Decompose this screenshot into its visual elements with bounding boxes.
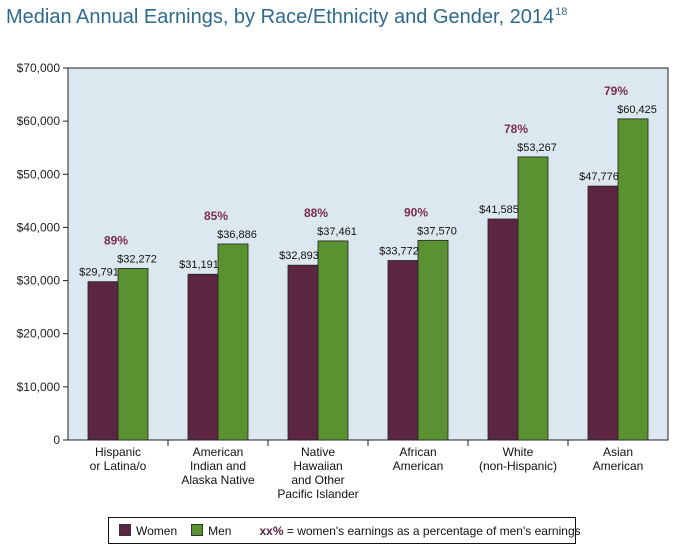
y-tick-label: $40,000 (17, 220, 61, 234)
legend-men-swatch (191, 523, 204, 536)
x-tick-label: American (393, 459, 444, 473)
bar-women (87, 281, 119, 441)
y-tick-label: $30,000 (17, 274, 61, 288)
x-tick-label: White (503, 445, 534, 459)
data-label-women: $32,893 (279, 250, 319, 262)
bar-men (217, 243, 249, 441)
title-footnote: 18 (555, 6, 568, 18)
bar-men (517, 156, 549, 441)
bar-women (387, 260, 419, 441)
chart-title: Median Annual Earnings, by Race/Ethnicit… (6, 6, 568, 28)
bar-women (587, 185, 619, 441)
legend-women: Women (119, 523, 177, 538)
x-tick-label: Alaska Native (181, 473, 255, 487)
data-label-women: $31,191 (179, 259, 219, 271)
bar-men (117, 268, 149, 441)
x-tick-label: and Other (291, 473, 344, 487)
pct-label: 78% (504, 122, 528, 136)
y-tick-label: $20,000 (17, 327, 61, 341)
data-label-men: $60,425 (617, 104, 657, 116)
y-tick-label: $10,000 (17, 380, 61, 394)
x-tick-label: Hawaiian (293, 459, 342, 473)
data-label-women: $47,776 (579, 171, 619, 183)
data-label-men: $37,461 (317, 226, 357, 238)
legend-women-swatch (119, 523, 131, 536)
x-tick-label: or Latina/o (90, 459, 147, 473)
pct-label: 90% (404, 205, 428, 219)
data-label-women: $29,791 (79, 267, 119, 279)
x-tick-label: American (193, 445, 244, 459)
plot-area (67, 67, 669, 441)
data-label-women: $41,585 (479, 204, 519, 216)
bar-men (417, 239, 449, 441)
x-tick-label: Asian (603, 445, 633, 459)
pct-label: 88% (304, 206, 328, 220)
y-tick-label: $70,000 (17, 61, 61, 75)
y-tick-label: 0 (53, 433, 60, 447)
data-label-men: $36,886 (217, 229, 257, 241)
bar-women (187, 273, 219, 441)
data-label-men: $32,272 (117, 253, 157, 265)
y-tick-label: $60,000 (17, 114, 61, 128)
y-tick-label: $50,000 (17, 167, 61, 181)
legend-men: Men (191, 523, 231, 538)
x-tick-label: African (399, 445, 436, 459)
pct-label: 89% (104, 233, 128, 247)
data-label-men: $53,267 (517, 142, 557, 154)
data-label-men: $37,570 (417, 225, 457, 237)
pct-label: 79% (604, 84, 628, 98)
bar-women (487, 218, 519, 441)
x-tick-label: Indian and (190, 459, 246, 473)
x-tick-label: Pacific Islander (277, 487, 358, 501)
data-label-women: $33,772 (379, 246, 419, 258)
legend-note: xx% = women's earnings as a percentage o… (259, 523, 581, 538)
x-tick-label: Native (301, 445, 335, 459)
legend: Women Men xx% = women's earnings as a pe… (108, 517, 581, 544)
bar-women (287, 264, 319, 441)
bar-men (617, 118, 649, 441)
bar-men (317, 240, 349, 441)
x-tick-label: American (593, 459, 644, 473)
x-tick-label: (non-Hispanic) (479, 459, 557, 473)
pct-label: 85% (204, 209, 228, 223)
x-tick-label: Hispanic (95, 445, 141, 459)
